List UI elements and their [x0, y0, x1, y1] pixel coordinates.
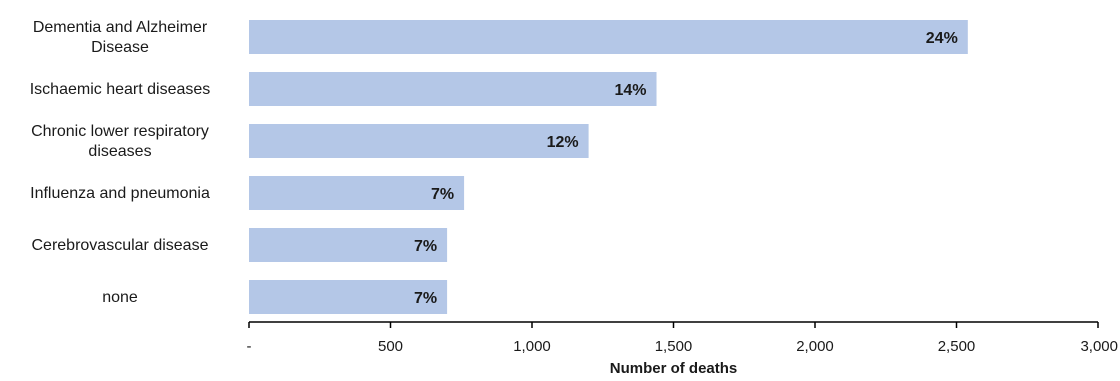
- category-label-1: Ischaemic heart diseases: [30, 81, 211, 98]
- data-labels-group: 24% 14% 12% 7% 7% 7%: [414, 30, 958, 307]
- category-label-4: Cerebrovascular disease: [32, 237, 209, 254]
- x-tick-label-5: 2,500: [938, 338, 976, 355]
- bar-4: [249, 228, 448, 262]
- data-label-1: 14%: [614, 82, 646, 99]
- x-tick-label-4: 2,000: [796, 338, 834, 355]
- data-label-4: 7%: [414, 238, 437, 255]
- x-axis-ticks: - 500 1,000 1,500 2,000 2,500 3,000: [247, 322, 1118, 355]
- category-label-0: Dementia and Alzheimer Disease: [33, 19, 208, 56]
- category-labels-group: Dementia and Alzheimer Disease Ischaemic h…: [30, 19, 211, 306]
- data-label-0: 24%: [926, 30, 958, 47]
- x-axis-title: Number of deaths: [610, 360, 738, 377]
- bar-0: [249, 20, 968, 54]
- category-label-3: Influenza and pneumonia: [30, 185, 210, 202]
- data-label-2: 12%: [547, 134, 579, 151]
- x-tick-label-1: 500: [378, 338, 403, 355]
- x-axis: - 500 1,000 1,500 2,000 2,500 3,000: [247, 321, 1118, 355]
- data-label-5: 7%: [414, 290, 437, 307]
- category-label-2: Chronic lower respiratory diseases: [31, 123, 209, 160]
- bar-5: [249, 280, 448, 314]
- bar-1: [249, 72, 657, 106]
- category-label-5: none: [102, 289, 138, 306]
- bar-2: [249, 124, 589, 158]
- x-tick-label-2: 1,000: [513, 338, 551, 355]
- bar-3: [249, 176, 465, 210]
- x-tick-label-6: 3,000: [1080, 338, 1118, 355]
- x-tick-label-0: -: [247, 338, 252, 355]
- x-tick-label-3: 1,500: [655, 338, 693, 355]
- bars-group: [249, 20, 968, 314]
- data-label-3: 7%: [431, 186, 454, 203]
